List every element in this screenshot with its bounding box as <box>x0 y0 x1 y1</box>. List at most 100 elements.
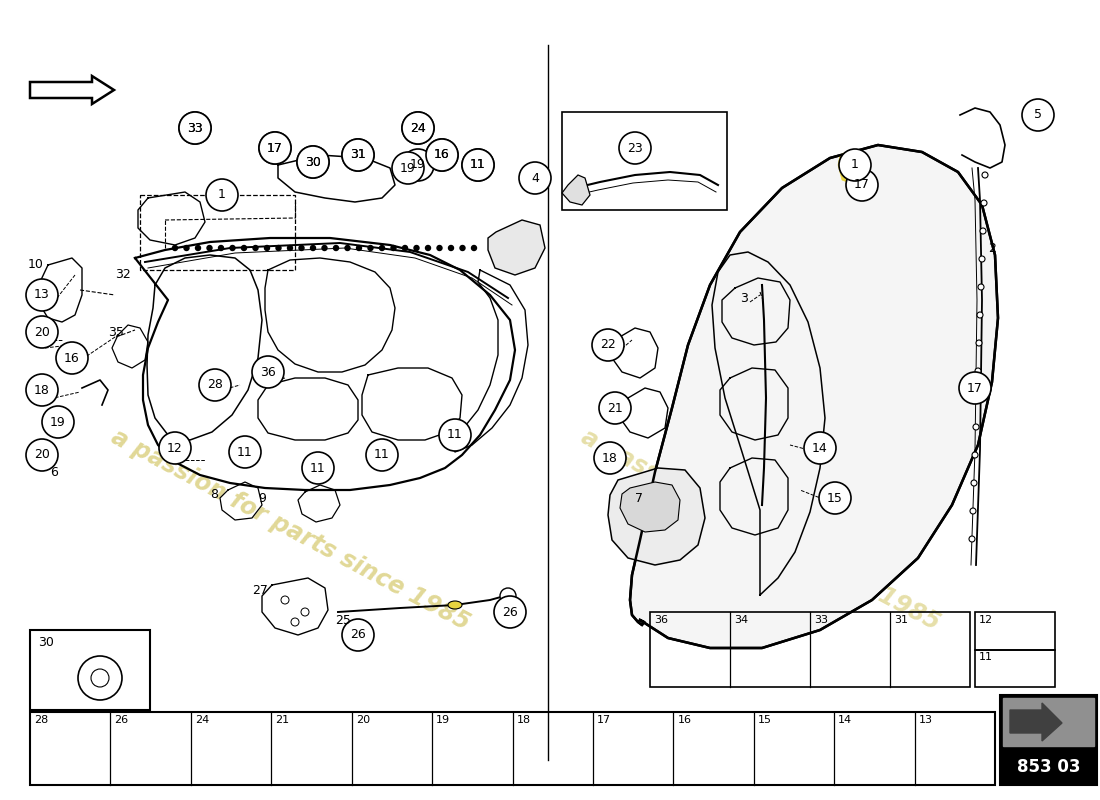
Circle shape <box>402 112 434 144</box>
Circle shape <box>342 619 374 651</box>
Circle shape <box>969 536 975 542</box>
Text: 18: 18 <box>34 383 50 397</box>
Circle shape <box>301 608 309 616</box>
Circle shape <box>403 246 407 250</box>
Circle shape <box>345 246 350 250</box>
Text: 31: 31 <box>350 149 366 162</box>
Circle shape <box>252 356 284 388</box>
Circle shape <box>977 312 983 318</box>
Text: 31: 31 <box>350 149 366 162</box>
Text: 11: 11 <box>310 462 326 474</box>
Text: 30: 30 <box>305 155 321 169</box>
Polygon shape <box>1010 703 1062 741</box>
Text: 11: 11 <box>238 446 253 458</box>
Text: 2: 2 <box>988 242 996 254</box>
Text: 1: 1 <box>218 189 226 202</box>
Circle shape <box>414 246 419 250</box>
Text: 27: 27 <box>252 583 268 597</box>
Circle shape <box>264 246 270 250</box>
Text: 13: 13 <box>34 289 50 302</box>
Circle shape <box>379 246 385 250</box>
Text: 25: 25 <box>336 614 351 626</box>
Text: 19: 19 <box>400 162 416 174</box>
Text: 28: 28 <box>207 378 223 391</box>
Text: 12: 12 <box>979 615 993 625</box>
Text: 18: 18 <box>602 451 618 465</box>
Text: 23: 23 <box>627 142 642 154</box>
Text: 17: 17 <box>597 715 611 725</box>
Text: 11: 11 <box>470 158 486 171</box>
Circle shape <box>979 256 984 262</box>
Circle shape <box>971 480 977 486</box>
Circle shape <box>230 246 235 250</box>
Text: 33: 33 <box>187 122 202 134</box>
Bar <box>650 612 970 687</box>
Text: 16: 16 <box>64 351 80 365</box>
Circle shape <box>173 246 177 250</box>
Text: 14: 14 <box>838 715 853 725</box>
Text: 20: 20 <box>34 326 50 338</box>
Text: 9: 9 <box>258 491 266 505</box>
Circle shape <box>287 246 293 250</box>
Text: 26: 26 <box>114 715 129 725</box>
Text: 11: 11 <box>979 653 993 662</box>
Circle shape <box>839 149 871 181</box>
Circle shape <box>494 596 526 628</box>
Circle shape <box>500 588 516 604</box>
Bar <box>30 630 150 710</box>
Text: 21: 21 <box>275 715 289 725</box>
Bar <box>1003 698 1094 746</box>
Circle shape <box>437 246 442 250</box>
Text: 16: 16 <box>678 715 691 725</box>
Bar <box>1000 695 1097 785</box>
Text: 21: 21 <box>607 402 623 414</box>
Text: 1: 1 <box>851 158 859 171</box>
Circle shape <box>449 246 453 250</box>
Circle shape <box>302 452 334 484</box>
Circle shape <box>594 442 626 474</box>
Text: 32: 32 <box>116 269 131 282</box>
Text: 36: 36 <box>260 366 276 378</box>
Text: 6: 6 <box>50 466 58 478</box>
Text: 17: 17 <box>267 142 283 154</box>
Circle shape <box>179 112 211 144</box>
Circle shape <box>322 246 327 250</box>
Circle shape <box>206 179 238 211</box>
Circle shape <box>342 139 374 171</box>
Circle shape <box>460 246 465 250</box>
Circle shape <box>439 419 471 451</box>
Circle shape <box>297 146 329 178</box>
Text: 4: 4 <box>531 171 539 185</box>
Text: 3: 3 <box>740 291 748 305</box>
Circle shape <box>600 392 631 424</box>
Circle shape <box>160 432 191 464</box>
Text: 26: 26 <box>502 606 518 618</box>
Bar <box>30 712 996 785</box>
Text: 33: 33 <box>187 122 202 134</box>
Circle shape <box>229 436 261 468</box>
Circle shape <box>1022 99 1054 131</box>
Bar <box>140 195 295 270</box>
Circle shape <box>179 112 211 144</box>
Circle shape <box>981 200 987 206</box>
Circle shape <box>972 452 978 458</box>
Text: 20: 20 <box>355 715 370 725</box>
Circle shape <box>402 149 434 181</box>
Circle shape <box>26 316 58 348</box>
Text: a passion for parts since 1985: a passion for parts since 1985 <box>107 425 473 635</box>
Text: 35: 35 <box>108 326 124 338</box>
Polygon shape <box>488 220 544 275</box>
Circle shape <box>310 246 316 250</box>
Circle shape <box>219 246 223 250</box>
Ellipse shape <box>448 601 462 609</box>
Bar <box>562 112 727 210</box>
Circle shape <box>184 246 189 250</box>
Circle shape <box>392 152 424 184</box>
Text: 853 03: 853 03 <box>1016 758 1080 776</box>
Text: 28: 28 <box>34 715 48 725</box>
Text: 16: 16 <box>434 149 450 162</box>
Circle shape <box>846 169 878 201</box>
Circle shape <box>258 132 292 164</box>
Polygon shape <box>562 175 590 205</box>
Circle shape <box>976 340 982 346</box>
